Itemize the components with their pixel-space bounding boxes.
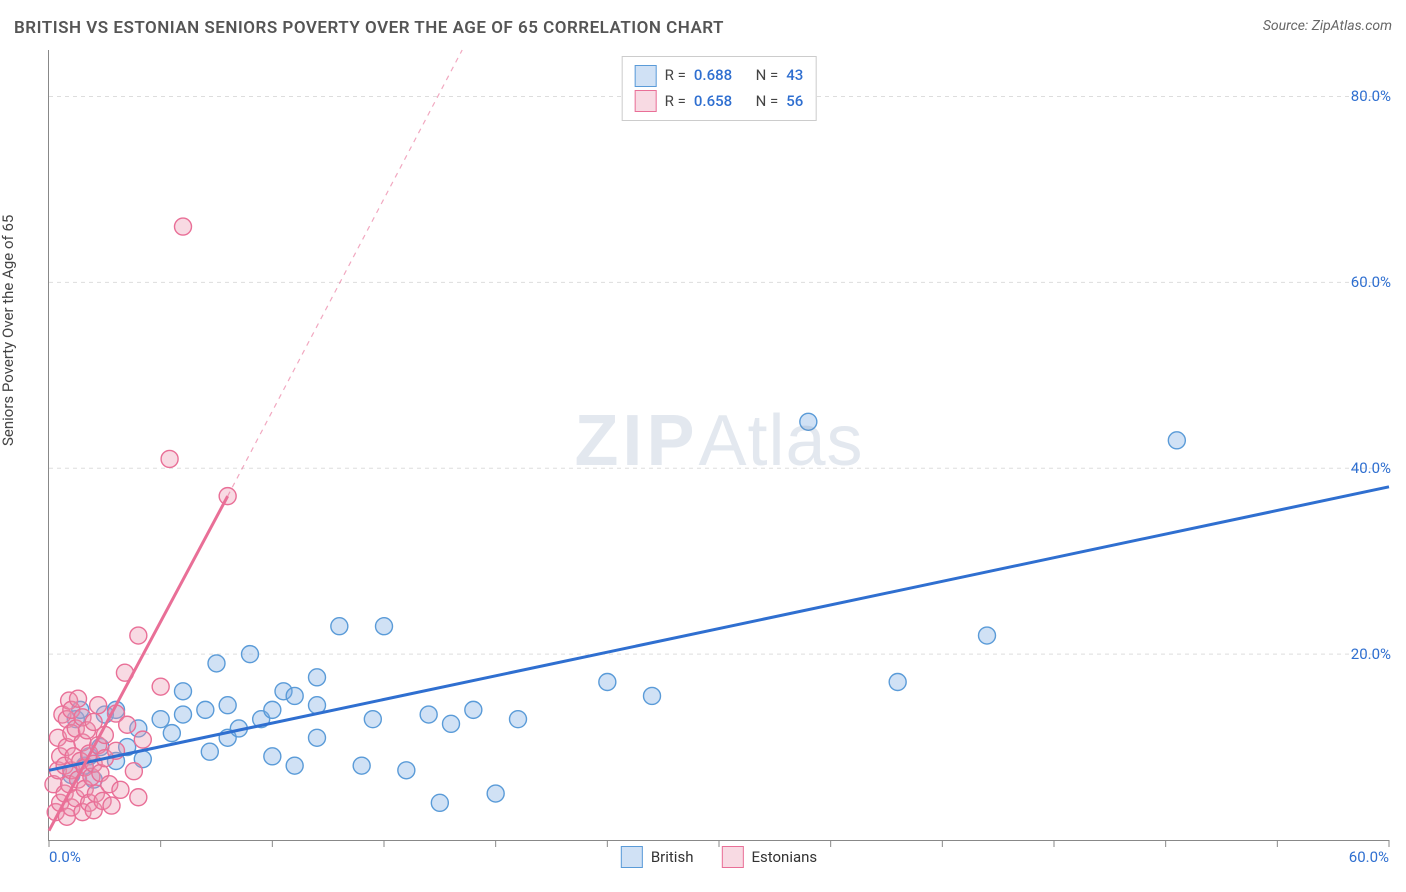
stat-n-value-british: 43 (786, 63, 803, 89)
x-tick-max: 60.0% (1349, 848, 1389, 866)
chart-title: BRITISH VS ESTONIAN SENIORS POVERTY OVER… (14, 18, 724, 38)
y-tick-label: 20.0% (1351, 645, 1391, 663)
stat-n-label: N = (756, 63, 779, 89)
stat-n-label: N = (756, 89, 779, 115)
y-axis-label: Seniors Poverty Over the Age of 65 (0, 215, 17, 446)
x-tick-min: 0.0% (49, 848, 81, 866)
chart-svg-canvas (49, 50, 1389, 840)
series-legend: British Estonians (621, 846, 817, 868)
legend-label-british: British (651, 848, 694, 866)
source-prefix: Source: (1263, 18, 1312, 34)
swatch-estonians (721, 846, 743, 868)
stat-r-value-estonians: 0.658 (694, 89, 732, 115)
stat-r-label: R = (665, 63, 686, 89)
swatch-british (621, 846, 643, 868)
stat-r-label: R = (665, 89, 686, 115)
stat-r-value-british: 0.688 (694, 63, 732, 89)
stats-row-british: R = 0.688 N = 43 (635, 63, 804, 89)
legend-item-british: British (621, 846, 694, 868)
swatch-estonians (635, 90, 657, 112)
header-bar: BRITISH VS ESTONIAN SENIORS POVERTY OVER… (14, 18, 1392, 48)
y-tick-label: 40.0% (1351, 459, 1391, 477)
legend-label-estonians: Estonians (751, 848, 817, 866)
y-tick-label: 60.0% (1351, 273, 1391, 291)
scatter-chart: ZIPAtlas R = 0.688 N = 43 R = 0.658 N = … (48, 50, 1389, 841)
stats-row-estonians: R = 0.658 N = 56 (635, 89, 804, 115)
stat-n-value-estonians: 56 (786, 89, 803, 115)
source-name: ZipAtlas.com (1312, 18, 1392, 34)
y-tick-label: 80.0% (1351, 87, 1391, 105)
swatch-british (635, 65, 657, 87)
correlation-stats-legend: R = 0.688 N = 43 R = 0.658 N = 56 (622, 56, 817, 121)
source-attribution: Source: ZipAtlas.com (1263, 18, 1392, 34)
legend-item-estonians: Estonians (721, 846, 817, 868)
